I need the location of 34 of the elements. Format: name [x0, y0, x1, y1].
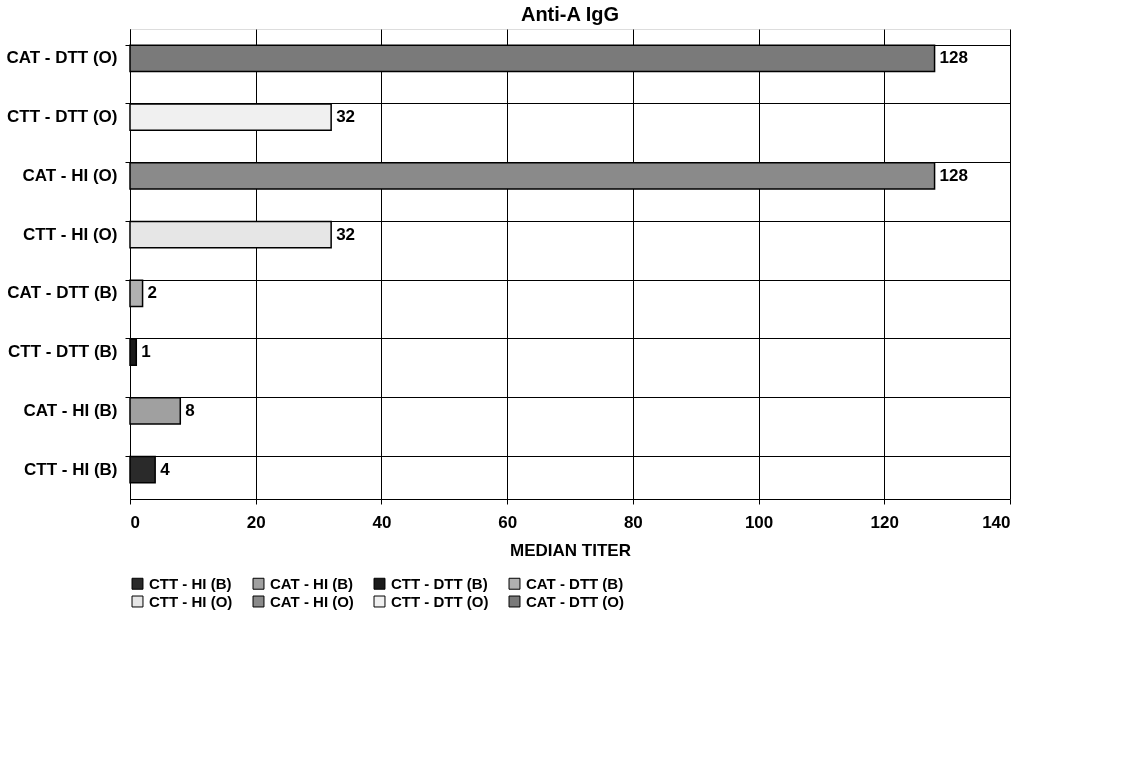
- y-tick-label: CTT - DTT (O): [7, 107, 118, 127]
- x-tick-label: 140: [982, 512, 1011, 532]
- data-label: 32: [336, 224, 356, 244]
- x-tick-label: 40: [372, 512, 392, 532]
- legend-label: CTT - DTT (O): [391, 592, 489, 610]
- legend-label: CTT - HI (O): [149, 592, 233, 610]
- legend-label: CAT - HI (B): [270, 574, 354, 592]
- x-axis-title: MEDIAN TITER: [510, 540, 631, 560]
- y-tick-label: CAT - HI (B): [23, 400, 118, 420]
- data-label: 8: [185, 400, 195, 420]
- data-label: 32: [336, 107, 356, 127]
- legend-label: CAT - HI (O): [270, 592, 354, 610]
- y-tick-label: CAT - DTT (O): [6, 48, 118, 68]
- data-label: 128: [939, 165, 968, 185]
- x-tick-label: 80: [623, 512, 643, 532]
- legend-label: CTT - HI (B): [149, 574, 232, 592]
- y-tick-label: CTT - DTT (B): [7, 342, 118, 362]
- legend-label: CAT - DTT (B): [526, 574, 624, 592]
- y-tick-label: CTT - HI (O): [23, 224, 118, 244]
- y-tick-label: CAT - HI (O): [22, 165, 118, 185]
- y-tick-label: CTT - HI (B): [24, 459, 118, 479]
- x-tick-label: 120: [870, 512, 899, 532]
- data-label: 1: [141, 342, 151, 362]
- legend-label: CTT - DTT (B): [391, 574, 488, 592]
- legend-label: CAT - DTT (O): [526, 592, 625, 610]
- y-tick-label: CAT - DTT (B): [7, 283, 118, 303]
- x-tick-label: 20: [246, 512, 266, 532]
- data-label: 2: [147, 283, 158, 303]
- chart-title: Anti-A IgG: [520, 3, 620, 25]
- data-label: 4: [160, 459, 171, 479]
- data-label: 128: [939, 48, 968, 68]
- x-tick-label: 100: [744, 512, 774, 532]
- x-tick-label: 60: [498, 512, 518, 532]
- x-tick-label: 0: [130, 512, 140, 532]
